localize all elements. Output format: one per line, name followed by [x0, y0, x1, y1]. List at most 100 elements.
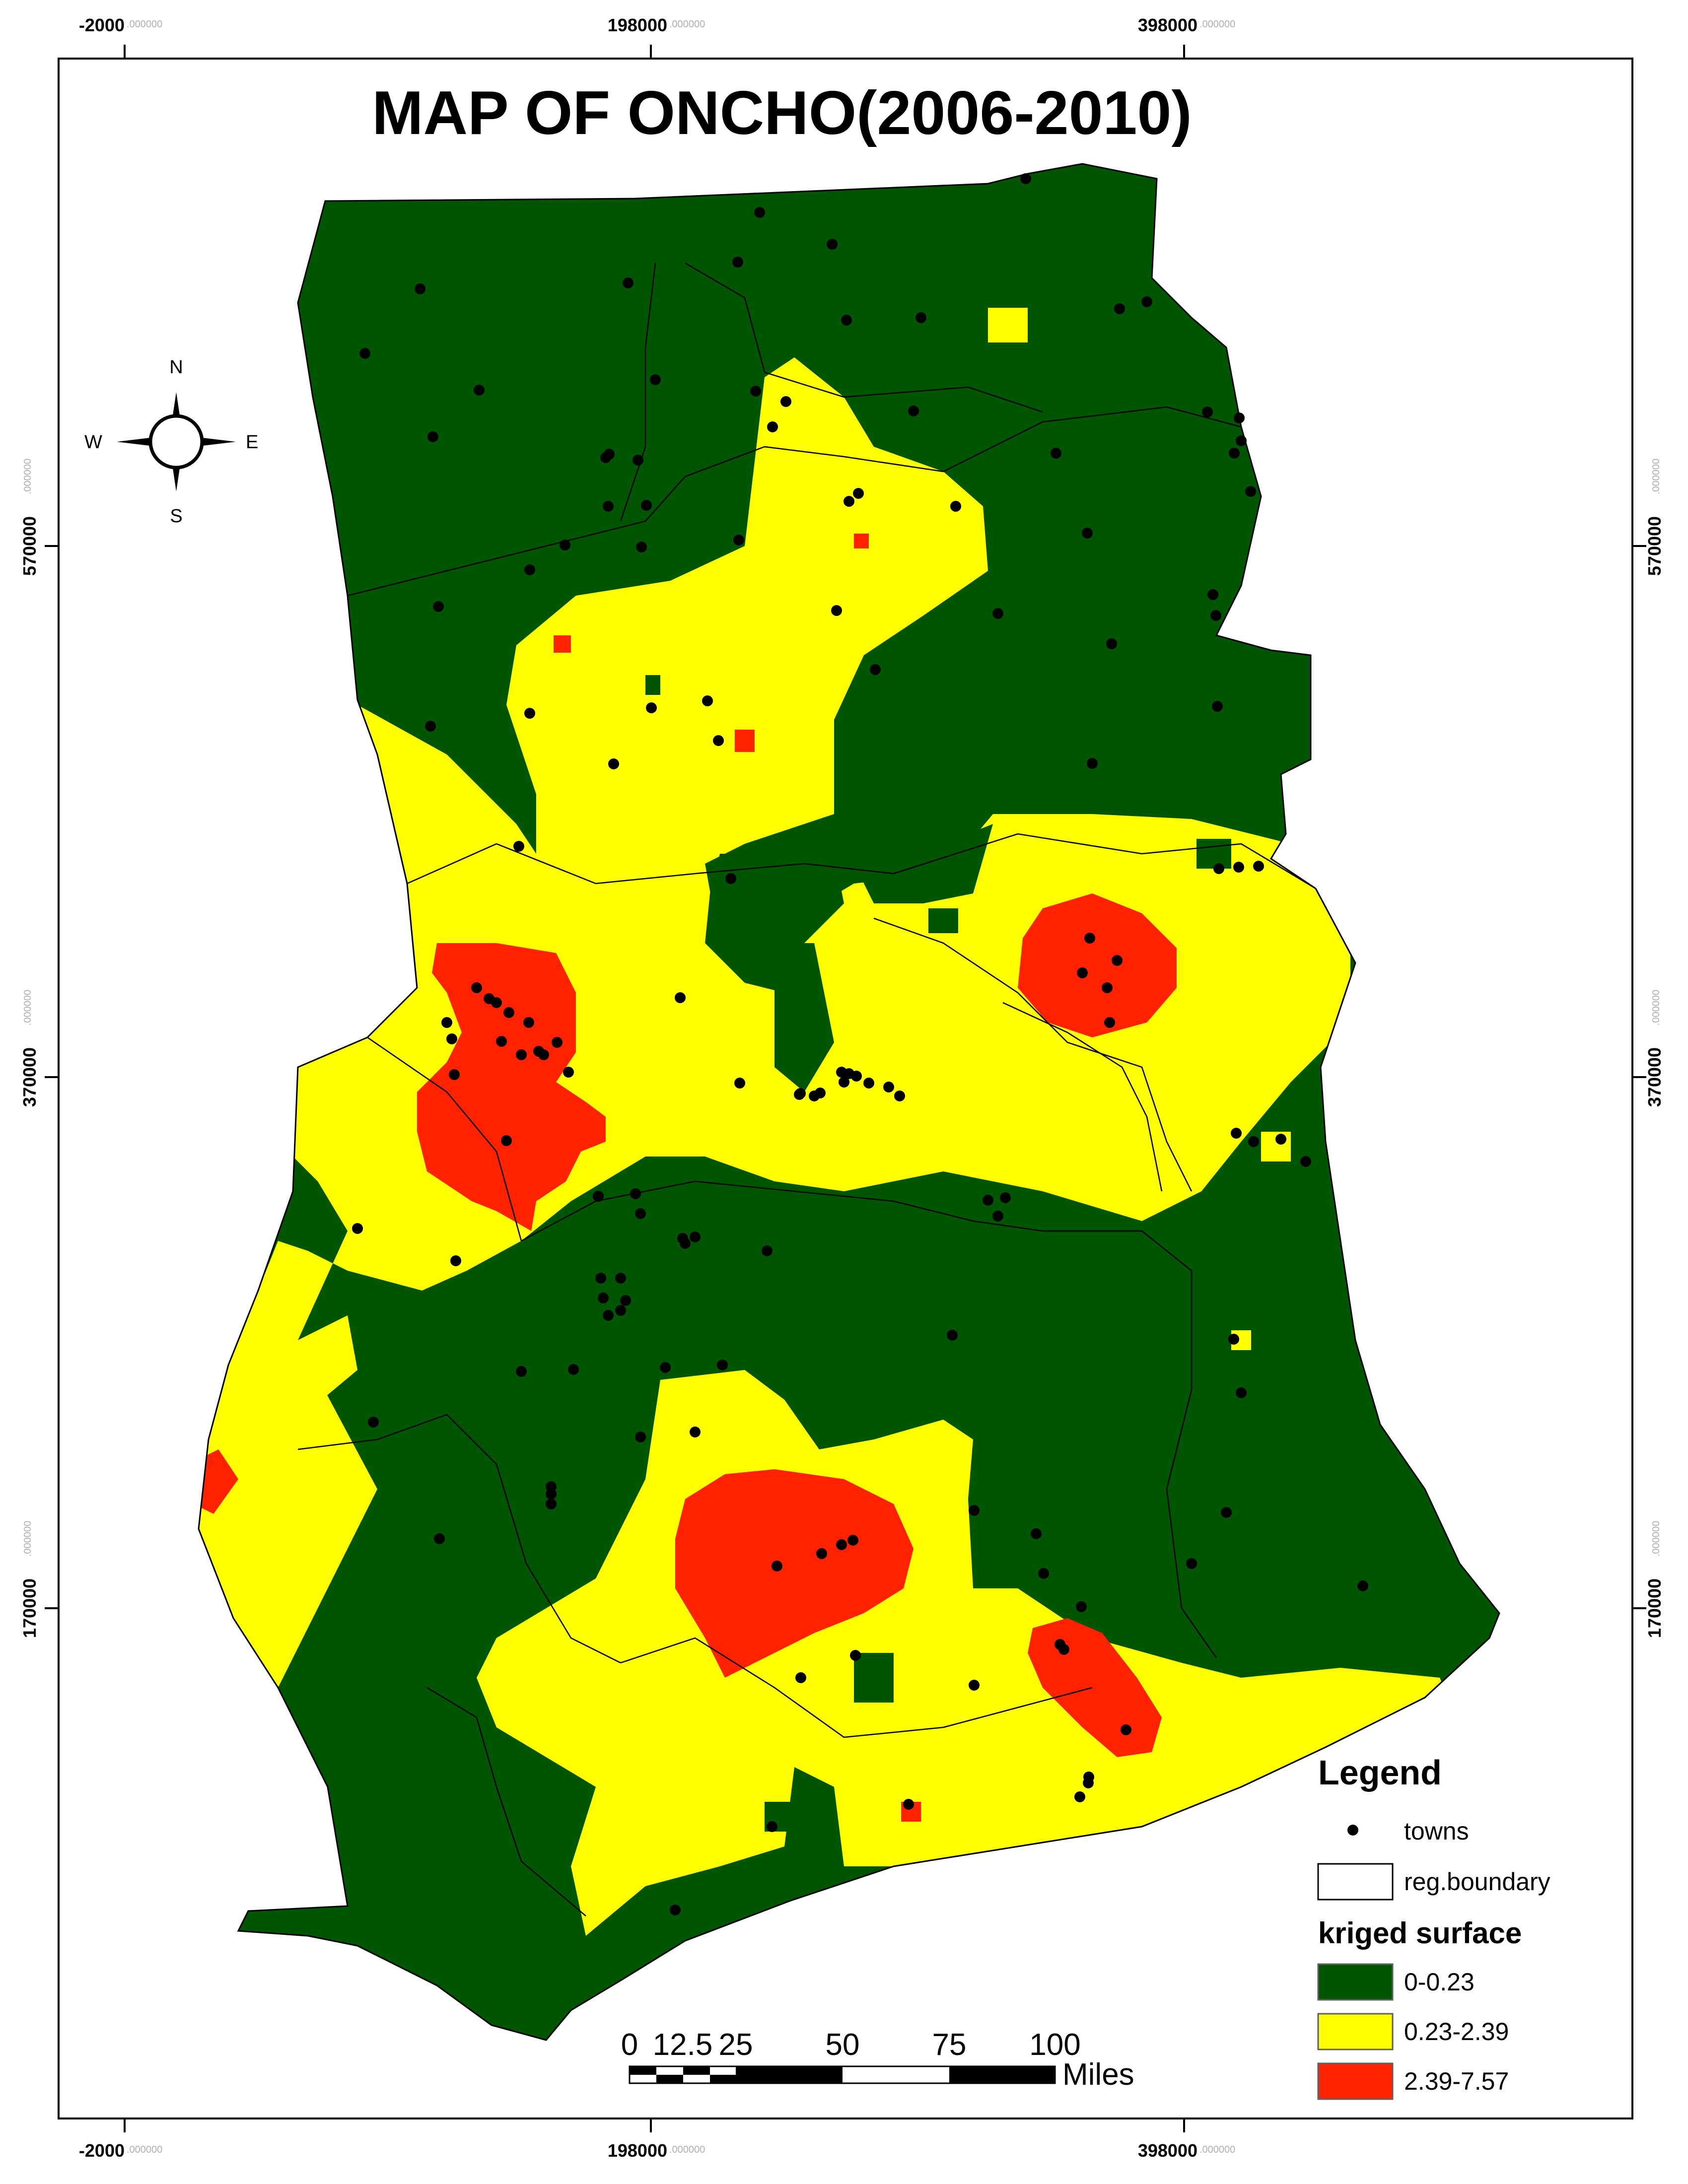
legend-class-low: 0-0.23	[1404, 1968, 1475, 1996]
legend-boundary-label: reg.boundary	[1404, 1868, 1550, 1896]
town-point	[603, 501, 614, 512]
legend-boundary-symbol	[1317, 1863, 1394, 1901]
town-point	[501, 1135, 512, 1146]
town-point	[593, 1191, 604, 1202]
town-point	[725, 873, 736, 884]
town-point	[608, 758, 619, 769]
town-point	[1083, 1772, 1094, 1782]
x-tick-top-1-dec: .000000	[127, 19, 162, 30]
town-point	[1210, 610, 1221, 621]
town-point	[1234, 412, 1245, 423]
town-point	[635, 1432, 646, 1442]
town-point	[516, 1049, 527, 1060]
compass-w: W	[84, 432, 102, 453]
town-point	[1102, 982, 1113, 993]
town-point	[762, 1245, 773, 1256]
town-point	[513, 841, 524, 852]
town-point	[827, 239, 838, 250]
legend-swatch-medium	[1317, 2013, 1394, 2050]
town-point	[844, 496, 854, 507]
y-tick-left-1: 570000	[19, 516, 40, 576]
town-point	[870, 664, 881, 675]
x-tick-top-1: -2000	[79, 15, 125, 35]
town-point	[851, 1071, 862, 1082]
town-point	[863, 1078, 874, 1089]
town-point	[1106, 638, 1117, 649]
town-point	[950, 501, 961, 512]
town-point	[690, 1231, 701, 1242]
town-point	[1228, 1334, 1239, 1345]
scale-tick-12-5: 12.5	[653, 2028, 713, 2062]
compass-s: S	[170, 506, 182, 527]
town-point	[1112, 955, 1123, 966]
town-point	[503, 1007, 514, 1018]
town-point	[1233, 862, 1244, 873]
legend-town-symbol	[1347, 1825, 1358, 1836]
y-tick-right-3: 170000	[1644, 1578, 1665, 1638]
town-point	[546, 1489, 557, 1500]
scale-tick-25: 25	[719, 2028, 753, 2062]
town-point	[908, 406, 919, 416]
town-point	[853, 488, 864, 499]
town-point	[969, 1680, 980, 1691]
town-point	[524, 564, 535, 575]
town-point	[969, 1505, 980, 1516]
surface-high	[199, 534, 1177, 1822]
town-point	[1074, 1791, 1085, 1802]
town-point	[635, 1208, 646, 1219]
town-point	[1121, 1724, 1131, 1735]
town-point	[646, 702, 657, 713]
town-point	[415, 283, 425, 294]
x-tick-bottom-1: -2000	[79, 2140, 125, 2161]
y-tick-right-1-dec: .000000	[1651, 459, 1662, 494]
scale-unit: Miles	[1062, 2057, 1134, 2092]
town-point	[474, 385, 485, 396]
town-point	[1253, 861, 1264, 872]
town-point	[1236, 435, 1247, 446]
town-point	[831, 605, 842, 616]
town-point	[563, 1067, 574, 1078]
town-point	[734, 1078, 745, 1089]
town-point	[850, 1650, 861, 1661]
y-tick-left-3-dec: .000000	[22, 1521, 33, 1557]
town-point	[660, 1362, 671, 1373]
x-tick-bottom-3: 398000	[1138, 2140, 1197, 2161]
town-point	[516, 1366, 527, 1377]
y-tick-right-3-dec: .000000	[1651, 1521, 1662, 1557]
town-point	[1058, 1644, 1069, 1655]
x-tick-top-3: 398000	[1138, 15, 1197, 35]
north-arrow: N S E W	[84, 357, 258, 527]
town-point	[767, 421, 778, 432]
compass-n: N	[169, 357, 183, 378]
compass-e: E	[246, 432, 258, 453]
y-tick-left-2-dec: .000000	[22, 990, 33, 1025]
town-point	[1221, 1507, 1232, 1518]
surface-low-patches	[645, 675, 1231, 1832]
x-tick-bottom-3-dec: .000000	[1199, 2144, 1235, 2155]
town-point	[670, 1905, 681, 1915]
town-point	[733, 535, 744, 546]
town-point	[1245, 486, 1256, 497]
town-point	[1186, 1558, 1197, 1569]
town-point	[546, 1499, 557, 1509]
legend: Legend towns reg.boundary kriged surface…	[1317, 1753, 1550, 2100]
town-point	[772, 1561, 782, 1571]
town-point	[702, 695, 713, 706]
map-title: MAP OF ONCHO(2006-2010)	[372, 79, 1192, 147]
town-point	[732, 257, 743, 268]
town-point	[352, 1223, 363, 1234]
town-point	[1207, 589, 1218, 600]
y-tick-left-3: 170000	[19, 1578, 40, 1638]
y-tick-right-2-dec: .000000	[1651, 990, 1662, 1025]
town-point	[1082, 528, 1093, 539]
map-frame	[58, 58, 1633, 2119]
town-point	[680, 1238, 691, 1249]
town-point	[992, 1211, 1003, 1222]
town-point	[992, 608, 1003, 619]
town-point	[1000, 1192, 1011, 1203]
town-point	[441, 1017, 452, 1028]
town-point	[603, 1310, 614, 1321]
town-point	[1038, 1568, 1049, 1579]
town-point	[1275, 1134, 1286, 1145]
